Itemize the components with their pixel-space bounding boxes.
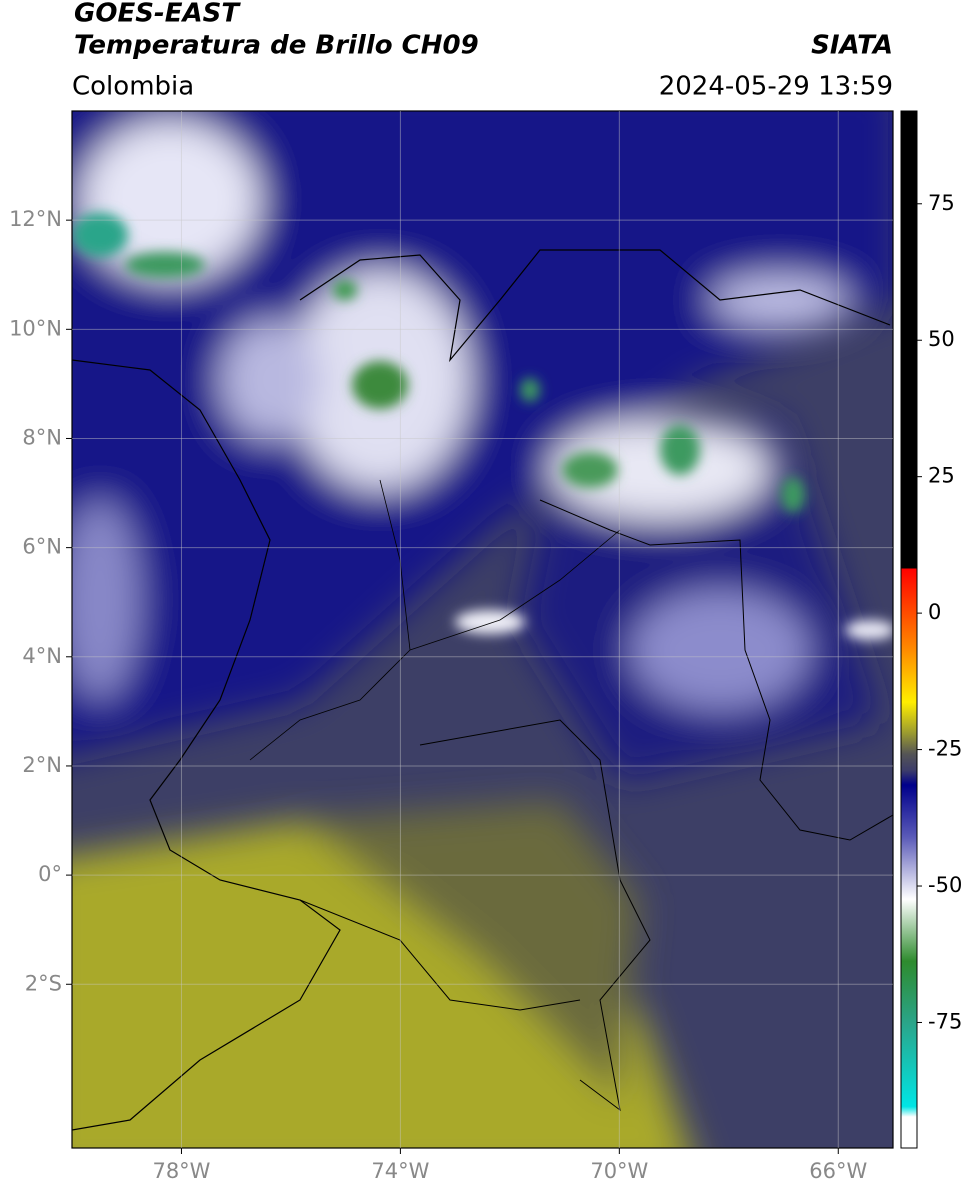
x-tick-label: 74°W <box>371 1159 429 1183</box>
satellite-image <box>72 111 893 1148</box>
colorbar-tick-label: 0 <box>928 600 941 624</box>
y-tick-label: 6°N <box>22 535 62 559</box>
colorbar-tick-label: 50 <box>928 327 955 351</box>
colorbar-tick-label: -50 <box>928 873 962 897</box>
title: GOES-EAST <box>74 0 241 29</box>
colorbar-tick-label: 75 <box>928 191 955 215</box>
y-tick-label: 10°N <box>9 316 62 340</box>
map-frame <box>71 110 894 1149</box>
source: SIATA <box>811 31 893 61</box>
region: Colombia <box>72 72 194 102</box>
colorbar-tick-label: -25 <box>928 737 962 761</box>
y-tick-label: 8°N <box>22 425 62 449</box>
x-tick-label: 70°W <box>590 1159 648 1183</box>
y-tick-label: 2°S <box>25 971 62 995</box>
colorbar-tick-label: 25 <box>928 464 955 488</box>
y-tick-label: 2°N <box>22 753 62 777</box>
datetime: 2024-05-29 13:59 <box>659 72 893 102</box>
colorbar <box>900 110 918 1149</box>
x-tick-label: 78°W <box>152 1159 210 1183</box>
colorbar-tick-label: -75 <box>928 1009 962 1033</box>
y-tick-label: 12°N <box>9 207 62 231</box>
y-tick-label: 0° <box>38 862 62 886</box>
y-tick-label: 4°N <box>22 644 62 668</box>
x-tick-label: 66°W <box>809 1159 867 1183</box>
subtitle: Temperatura de Brillo CH09 <box>74 31 479 61</box>
